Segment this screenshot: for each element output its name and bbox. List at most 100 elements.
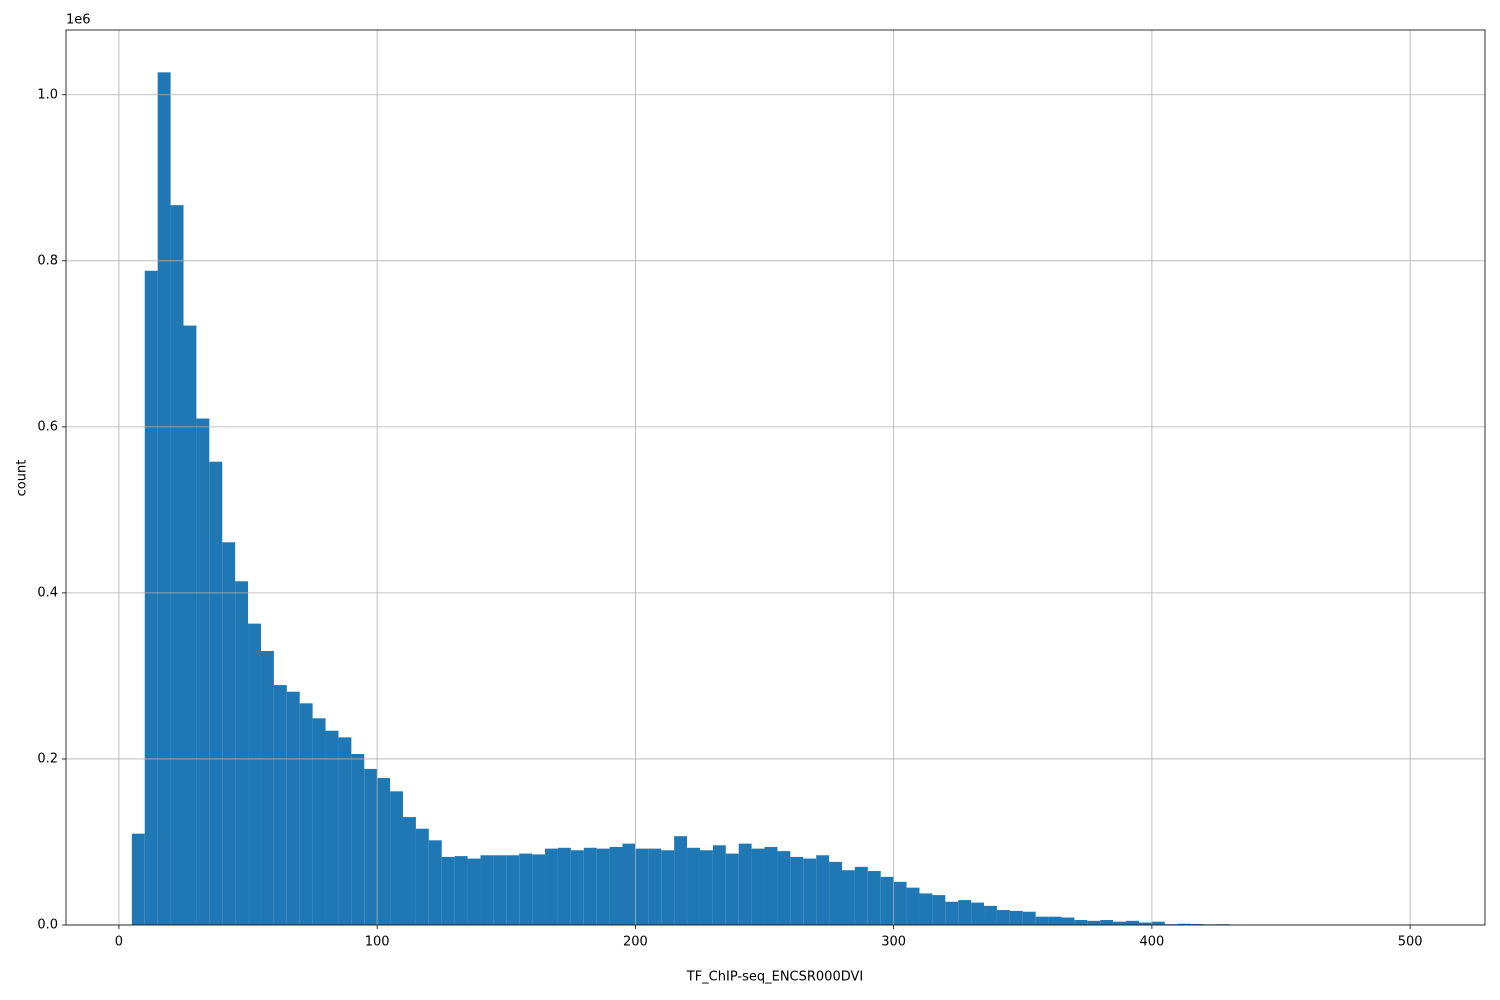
bar [635,848,649,925]
bar [725,853,739,925]
bar [325,730,339,925]
bar [583,847,597,925]
bar [712,845,726,925]
bar [777,851,791,925]
bar [260,651,274,925]
y-tick-label: 0.0 [37,918,58,933]
bar [454,856,468,925]
bar [674,836,688,925]
bar [648,848,662,925]
bar [790,856,804,925]
bar [996,910,1010,925]
y-tick-label: 0.8 [37,253,58,268]
bar [196,418,210,925]
y-tick-label: 1.0 [37,87,58,102]
bar [493,855,507,925]
bar [248,623,261,925]
bar [1087,920,1101,925]
bar [803,858,817,925]
bar [467,858,481,925]
bar [984,905,997,925]
bar [816,855,830,925]
bar [557,847,571,925]
bar [596,848,610,925]
bar [622,843,636,925]
bar [312,718,326,925]
bar [1022,911,1036,925]
y-tick-label: 0.4 [37,585,58,600]
bar [738,843,752,925]
bar [286,691,300,925]
bar [183,325,197,925]
bar [532,854,546,925]
y-tick-label: 0.6 [37,419,58,434]
bar [699,850,713,925]
bar [751,848,765,925]
bar [377,778,391,925]
bar [906,887,920,925]
bar [1177,923,1191,925]
bar [919,893,933,925]
bar [170,205,184,925]
x-tick-label: 200 [623,935,648,950]
bar [958,900,972,925]
bar [338,737,352,925]
x-tick-label: 100 [365,935,390,950]
bar [1138,922,1152,925]
y-offset-label: 1e6 [66,13,91,28]
bar [829,861,842,925]
y-axis-label: count [15,460,30,497]
bar [390,791,403,925]
x-tick-label: 300 [881,935,906,950]
bar [209,461,223,925]
bar [480,855,494,925]
bar [1151,921,1165,925]
bar [1061,917,1075,925]
bar [880,876,894,925]
bar [867,871,881,925]
bar [131,833,145,925]
bar [854,866,868,925]
bar [402,817,416,925]
bar [351,753,365,925]
bar [222,542,236,925]
bar [841,870,855,925]
plot-frame [65,29,1486,926]
x-axis-label: TF_ChIP-seq_ENCSR000DVI [686,970,863,985]
bar [661,850,675,925]
bar [764,846,778,925]
bar [506,855,520,925]
bar [1100,920,1114,925]
bar [273,685,287,925]
bar [945,901,959,925]
bar [1164,924,1178,925]
bar [441,856,455,925]
bar [1190,924,1204,925]
bar [519,853,533,925]
bar [932,895,946,925]
bar [1113,921,1127,925]
bar [687,847,700,925]
bar [893,881,907,925]
y-tick-label: 0.2 [37,751,58,766]
x-tick-label: 0 [115,935,123,950]
bar [545,848,558,925]
bar [415,828,429,925]
bar [1048,916,1062,925]
bar [971,902,985,925]
bar [1035,916,1049,925]
bar [235,581,249,925]
bar [364,768,378,925]
bar [1074,920,1088,925]
bar [157,72,171,926]
bar [1216,924,1230,925]
bar [570,850,584,925]
bar [299,703,313,925]
x-tick-label: 400 [1139,935,1164,950]
x-tick-label: 500 [1398,935,1423,950]
bar [428,840,442,925]
bar [144,270,158,925]
bar [1126,920,1139,925]
